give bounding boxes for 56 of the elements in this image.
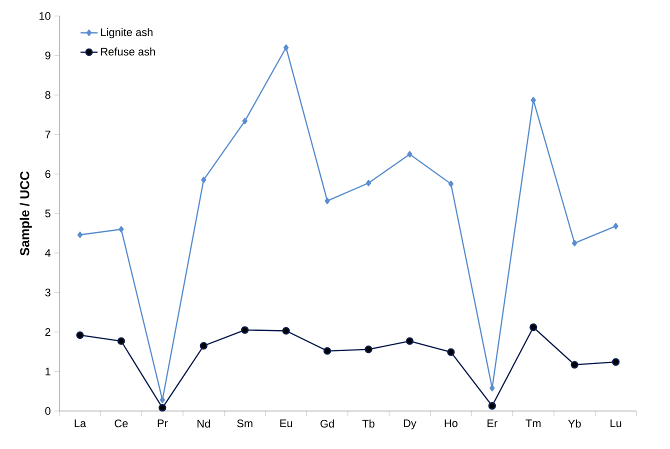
point: [530, 323, 538, 332]
legend-label: Refuse ash: [101, 48, 155, 56]
y-tick-label: 9: [45, 52, 50, 60]
x-tick-label: Pr: [158, 420, 168, 428]
point: [160, 396, 166, 404]
y-tick-label: 0: [45, 407, 50, 415]
point: [324, 198, 330, 204]
y-tick-label: 8: [45, 91, 50, 99]
point: [447, 348, 455, 356]
legend-label: Lignite ash: [101, 28, 152, 38]
y-tick-label: 5: [45, 210, 50, 218]
y-tick-label: 2: [45, 328, 50, 336]
point: [200, 342, 208, 350]
y-tick-label: 3: [45, 288, 50, 296]
y-tick-label: 6: [45, 170, 50, 178]
point: [242, 118, 248, 124]
x-tick-label: Gd: [320, 420, 334, 428]
point: [117, 337, 126, 345]
point: [407, 151, 412, 158]
point: [366, 180, 372, 186]
point: [490, 384, 495, 392]
point: [158, 404, 166, 412]
point: [77, 232, 83, 238]
point: [572, 240, 578, 246]
x-tick-label: Nd: [198, 420, 210, 428]
x-tick-label: Ce: [114, 420, 128, 428]
x-tick-label: Dy: [404, 420, 416, 430]
y-tick-label: 7: [45, 130, 50, 138]
x-tick-label: La: [74, 420, 86, 428]
x-tick-label: Eu: [280, 420, 292, 428]
y-tick-label: 4: [45, 249, 51, 257]
y-tick-label: 1: [46, 368, 50, 376]
x-tick-label: Ho: [444, 420, 458, 428]
x-tick-label: Yb: [568, 420, 581, 428]
point: [118, 226, 124, 233]
x-tick-label: Tm: [526, 420, 541, 428]
y-tick-label: 10: [40, 12, 50, 20]
point: [613, 222, 618, 230]
x-tick-label: Sm: [237, 420, 252, 428]
x-tick-label: Lu: [610, 420, 622, 428]
point: [406, 337, 414, 345]
point: [448, 180, 454, 188]
point: [323, 347, 332, 355]
point: [488, 402, 496, 410]
point: [364, 346, 372, 354]
point: [201, 176, 206, 184]
point: [530, 96, 536, 104]
point: [283, 44, 289, 51]
x-tick-label: Tb: [362, 420, 374, 428]
y-axis-title: Sample / UCC: [20, 171, 32, 256]
point: [570, 360, 578, 369]
point: [241, 326, 249, 334]
x-tick-label: Er: [488, 420, 498, 428]
point: [76, 331, 84, 339]
point: [282, 326, 290, 335]
point: [612, 358, 620, 366]
